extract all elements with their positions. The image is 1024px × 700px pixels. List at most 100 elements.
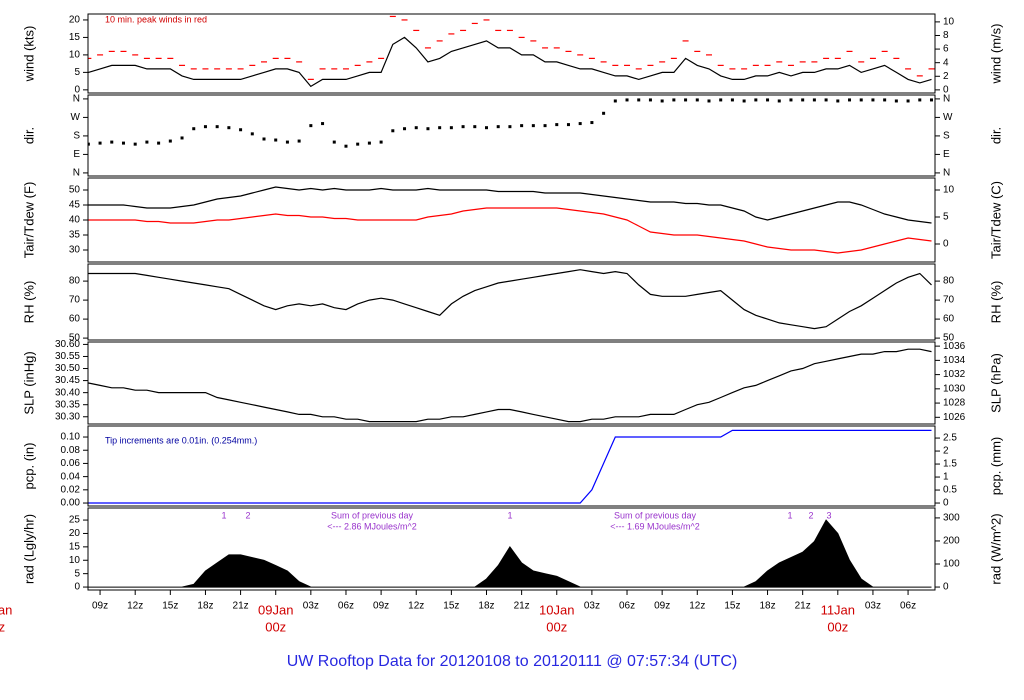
point	[239, 128, 243, 132]
annotation: 2	[808, 510, 813, 520]
point	[789, 98, 793, 102]
y2-axis-label: dir.	[988, 127, 1003, 144]
panel-frame	[87, 507, 936, 591]
y2-tick-label: 1032	[943, 369, 966, 380]
y-tick-label: N	[73, 168, 80, 179]
point	[309, 124, 313, 128]
plot-area	[88, 269, 932, 330]
point	[203, 125, 207, 129]
y2-tick-label: 10	[943, 17, 955, 28]
x-tick-label: 18z	[197, 601, 213, 612]
point	[168, 139, 172, 143]
x-tick-label: 03z	[865, 601, 881, 612]
point	[906, 99, 910, 103]
annotation: <--- 1.69 MJoules/m^2	[610, 521, 700, 531]
y2-tick-label: 200	[943, 536, 960, 547]
y2-tick-label: 300	[943, 513, 960, 524]
y-tick-label: 20	[69, 15, 81, 26]
y2-tick-label: 2	[943, 446, 949, 457]
x-tick-label: 15z	[443, 601, 459, 612]
x-tick-label: 12z	[408, 601, 424, 612]
annotation: <--- 2.86 MJoules/m^2	[327, 521, 417, 531]
y2-tick-label: S	[943, 131, 950, 142]
plot-area	[88, 429, 932, 504]
y-tick-label: 10	[69, 555, 81, 566]
y2-tick-label: N	[943, 168, 950, 179]
point	[684, 98, 688, 102]
y2-tick-label: W	[943, 112, 953, 123]
area	[88, 519, 932, 588]
point	[660, 99, 664, 103]
y2-tick-label: 0	[943, 85, 949, 96]
point	[543, 124, 547, 128]
x-tick-label: 00z	[827, 619, 848, 634]
y-tick-label: 5	[74, 67, 80, 78]
annotation: 2	[245, 510, 250, 520]
point	[285, 140, 289, 144]
y2-tick-label: 1036	[943, 341, 966, 352]
y2-tick-label: 5	[943, 212, 949, 223]
point	[730, 98, 734, 102]
annotation: 1	[507, 510, 512, 520]
annotation: 1	[221, 510, 226, 520]
panel-frame	[87, 425, 936, 507]
point	[531, 124, 535, 128]
y2-axis-label: SLP (hPa)	[988, 353, 1003, 413]
y-tick-label: 30.50	[55, 363, 80, 374]
x-tick-label: 06z	[619, 601, 635, 612]
panel-frame	[87, 341, 936, 425]
point	[625, 98, 629, 102]
annotation: Tip increments are 0.01in. (0.254mm.)	[105, 435, 257, 445]
x-date-label: 08Jan	[0, 602, 12, 617]
point	[274, 138, 278, 142]
y2-axis-label: Tair/Tdew (C)	[988, 181, 1003, 259]
y-axis-label: dir.	[21, 127, 36, 144]
point	[812, 98, 816, 102]
point	[602, 111, 606, 115]
y2-tick-label: 1028	[943, 398, 966, 409]
annotation: 3	[826, 510, 831, 520]
y-tick-label: 50	[69, 185, 81, 196]
point	[438, 126, 442, 130]
point	[321, 122, 325, 126]
point	[297, 139, 301, 143]
y-tick-label: W	[71, 112, 81, 123]
y-tick-label: 80	[69, 276, 81, 287]
point	[637, 98, 641, 102]
point	[227, 126, 231, 130]
y2-tick-label: 8	[943, 30, 949, 41]
page-title: UW Rooftop Data for 20120108 to 20120111…	[287, 653, 738, 670]
y-tick-label: 30.55	[55, 351, 80, 362]
y2-tick-label: 60	[943, 314, 955, 325]
y-tick-label: 0.04	[61, 471, 81, 482]
line	[88, 429, 932, 504]
y2-axis-label: rad (W/m^2)	[988, 513, 1003, 584]
y-tick-label: 30	[69, 245, 81, 256]
point	[648, 98, 652, 102]
panel: pcp. (in) pcp. (mm) 0.00 0.02 0.04 0.06 0.08 0.…	[21, 425, 1003, 509]
y-tick-label: 0	[74, 84, 80, 95]
y-tick-label: 0.06	[61, 458, 81, 469]
point	[356, 142, 360, 146]
point	[332, 140, 336, 144]
point	[344, 144, 348, 148]
y-tick-label: 20	[69, 528, 81, 539]
x-date-label: 11Jan	[821, 602, 855, 617]
y2-tick-label: 1.5	[943, 459, 957, 470]
point	[883, 98, 887, 102]
x-tick-label: 09z	[654, 601, 670, 612]
point	[473, 125, 477, 129]
point	[262, 137, 266, 141]
line	[88, 269, 932, 330]
y2-tick-label: 1030	[943, 383, 966, 394]
y2-tick-label: 1034	[943, 355, 966, 366]
x-tick-label: 21z	[233, 601, 249, 612]
panel-frame	[87, 13, 936, 94]
x-tick-label: 18z	[759, 601, 775, 612]
point	[801, 98, 805, 102]
x-tick-label: 03z	[584, 601, 600, 612]
x-tick-label: 12z	[127, 601, 143, 612]
y-tick-label: 0.00	[61, 498, 81, 509]
plot-area	[88, 348, 932, 423]
